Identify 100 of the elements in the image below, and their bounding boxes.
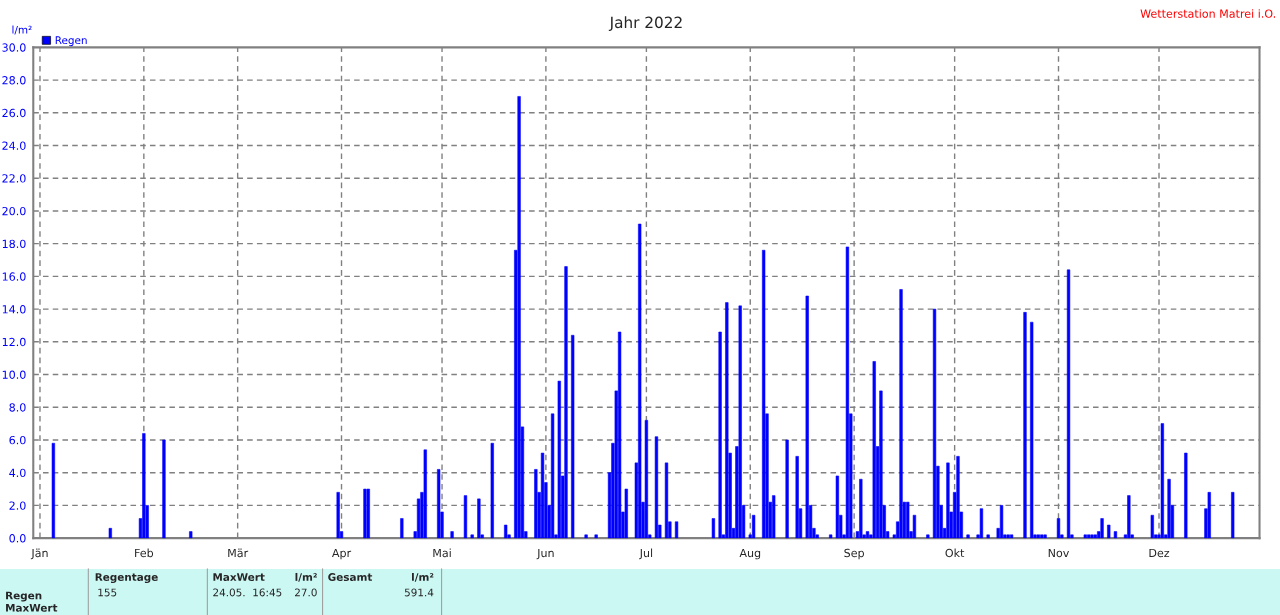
x-tick-label: Jul — [639, 548, 653, 560]
x-tick-label: Mai — [433, 548, 451, 558]
bar — [400, 518, 404, 539]
bar — [534, 469, 538, 539]
bar — [1083, 534, 1087, 539]
bar — [926, 534, 930, 539]
bar — [540, 452, 545, 539]
bar — [624, 488, 628, 539]
bar — [571, 334, 575, 539]
bar — [899, 289, 903, 539]
bar — [795, 456, 799, 539]
y-tick-label: 12.0 — [2, 337, 26, 347]
bar — [450, 531, 454, 539]
bar — [835, 475, 839, 539]
y-axis-title: l/m² — [12, 25, 32, 35]
bar — [336, 492, 340, 539]
y-tick-label: 30.0 — [2, 43, 26, 52]
legend-label: Regen — [55, 36, 87, 47]
x-tick-label: Mär — [228, 548, 249, 558]
bar — [829, 534, 833, 539]
bar — [644, 420, 649, 539]
x-tick-label: Aug — [739, 548, 761, 560]
bar — [738, 305, 742, 539]
bar — [550, 413, 555, 539]
x-tick-label: Dez — [1149, 548, 1170, 558]
bar — [986, 534, 990, 539]
bar — [711, 518, 716, 539]
bar — [51, 442, 55, 539]
text: Regen — [6, 591, 42, 602]
bar — [879, 390, 883, 539]
bar — [912, 514, 917, 539]
bar — [108, 528, 112, 539]
bar — [423, 449, 427, 539]
bar — [1160, 423, 1164, 539]
x-tick-label: Nov — [1048, 548, 1070, 558]
bar — [865, 531, 870, 539]
bar — [1167, 478, 1171, 539]
y-tick-label: 28.0 — [2, 76, 26, 85]
x-tick-label: Jun — [536, 548, 554, 560]
bar — [517, 96, 521, 539]
bar — [1023, 312, 1027, 539]
y-tick-label: 8.0 — [9, 403, 26, 412]
y-tick-label: 14.0 — [2, 305, 26, 314]
y-tick-label: 4.0 — [9, 468, 26, 478]
bar — [859, 478, 863, 539]
bar — [1093, 534, 1097, 539]
bar — [1009, 534, 1014, 539]
x-tick-label: Okt — [945, 548, 965, 558]
y-tick-label: 6.0 — [9, 435, 26, 445]
x-tick-label: Sep — [844, 548, 864, 560]
bar — [564, 266, 568, 539]
text: Regentage — [95, 573, 158, 584]
y-tick-label: 2.0 — [9, 501, 26, 510]
bar — [1100, 518, 1104, 539]
bar — [805, 295, 809, 539]
x-tick-label: Feb — [135, 548, 154, 558]
text: 27.0 — [295, 588, 317, 597]
bar — [772, 495, 776, 539]
text: l/m² — [412, 572, 434, 582]
bar — [654, 436, 659, 539]
bar — [751, 514, 756, 539]
bar — [490, 442, 494, 539]
bar — [1087, 534, 1091, 539]
bar — [638, 223, 642, 539]
bar — [1056, 518, 1061, 539]
y-tick-label: 26.0 — [2, 108, 26, 118]
y-tick-label: 22.0 — [2, 174, 26, 183]
bar — [1113, 531, 1118, 539]
x-tick-label: Jän — [30, 548, 48, 560]
y-tick-label: 10.0 — [2, 370, 26, 379]
bar — [906, 501, 910, 539]
bar — [674, 521, 679, 539]
bar — [664, 462, 669, 539]
bar — [504, 524, 508, 539]
bar — [1107, 524, 1111, 539]
bar — [617, 331, 622, 539]
bar — [463, 495, 468, 539]
bar — [366, 488, 370, 539]
bar — [584, 534, 588, 539]
bar — [845, 246, 850, 539]
bar — [872, 361, 876, 539]
bar — [1207, 492, 1211, 539]
text: 155 — [98, 588, 117, 597]
bar — [1030, 321, 1034, 539]
text: Wetterstation Matrei i.O. — [1140, 9, 1275, 18]
bar — [1006, 534, 1010, 539]
x-tick-label: Apr — [331, 548, 352, 560]
bar — [1066, 269, 1071, 539]
bar — [946, 462, 950, 539]
text: MaxWert — [6, 604, 58, 612]
bar — [1127, 495, 1131, 539]
bar — [1036, 534, 1041, 539]
text: Gesamt — [328, 573, 373, 581]
bar — [1231, 492, 1235, 539]
bar — [1040, 534, 1044, 539]
bar — [437, 469, 441, 539]
chart-title: Jahr 2022 — [608, 16, 682, 31]
bar — [189, 531, 193, 539]
bar — [142, 433, 146, 539]
bar — [557, 380, 561, 539]
